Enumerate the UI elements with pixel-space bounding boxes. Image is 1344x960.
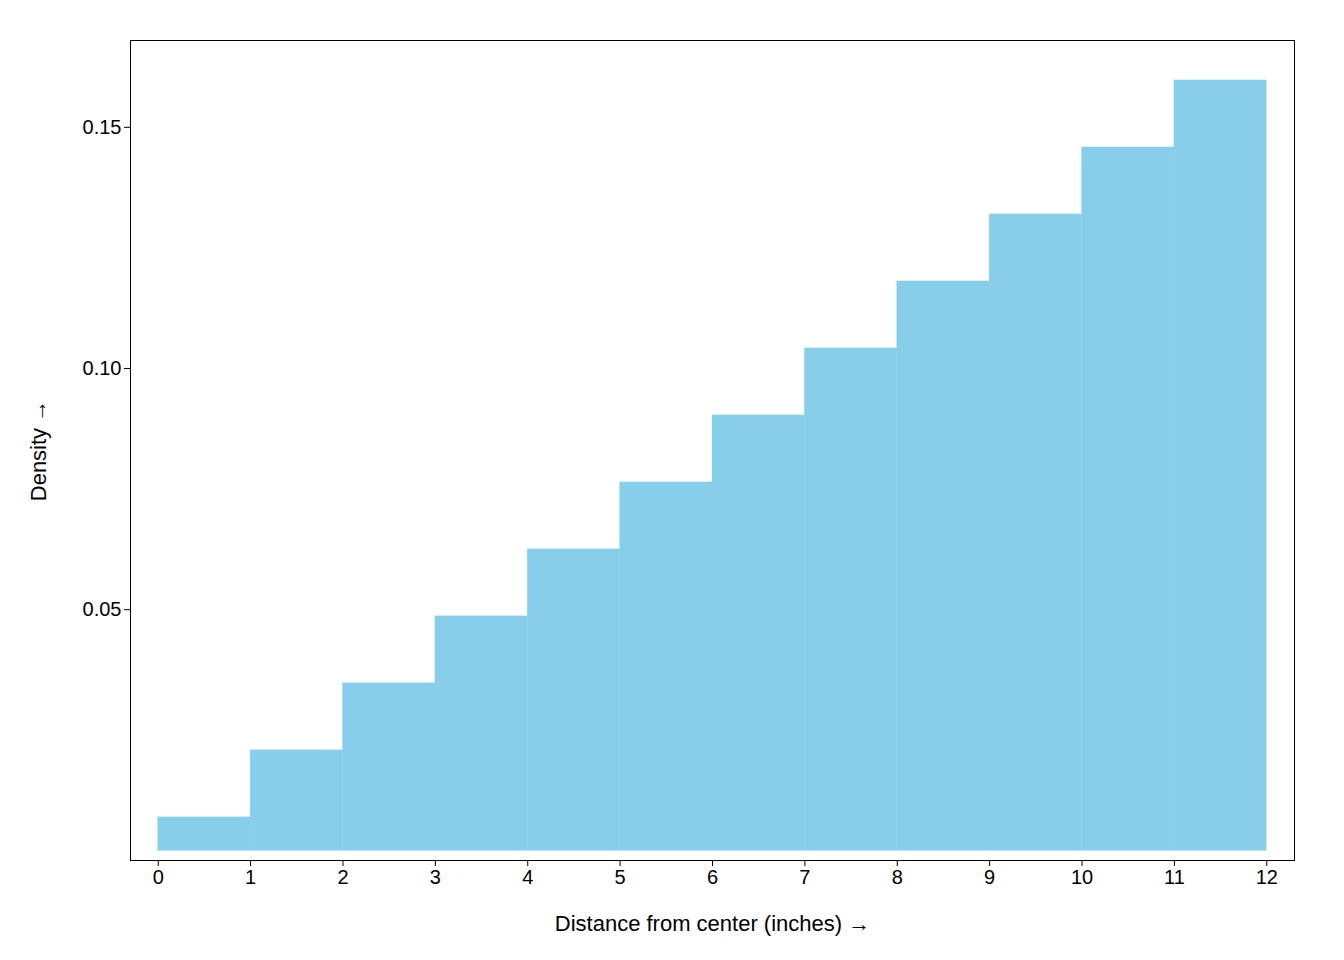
svg-text:4: 4	[522, 866, 533, 888]
svg-text:8: 8	[892, 866, 903, 888]
svg-text:10: 10	[1071, 866, 1093, 888]
svg-text:0.15: 0.15	[83, 116, 122, 138]
svg-text:0.10: 0.10	[83, 357, 122, 379]
svg-text:7: 7	[799, 866, 810, 888]
svg-text:6: 6	[707, 866, 718, 888]
svg-text:11: 11	[1164, 866, 1185, 888]
svg-text:0.05: 0.05	[83, 598, 122, 620]
svg-text:3: 3	[430, 866, 441, 888]
svg-text:2: 2	[337, 866, 348, 888]
svg-text:5: 5	[615, 866, 626, 888]
svg-text:1: 1	[245, 866, 256, 888]
svg-text:9: 9	[984, 866, 995, 888]
svg-text:12: 12	[1256, 866, 1278, 888]
svg-text:Density →: Density →	[26, 400, 51, 501]
svg-text:0: 0	[153, 866, 164, 888]
svg-text:Distance from center (inches): Distance from center (inches) →	[555, 911, 870, 936]
